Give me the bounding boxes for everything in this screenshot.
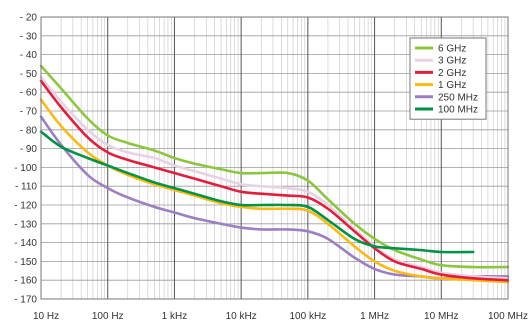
x-tick-label: 10 MHz bbox=[424, 311, 458, 322]
x-tick-label: 10 kHz bbox=[226, 311, 257, 322]
x-tick-label: 10 Hz bbox=[33, 311, 59, 322]
series-line-6-ghz bbox=[39, 64, 510, 269]
x-tick-label: 100 MHz bbox=[488, 311, 528, 322]
y-tick-label: - 30 bbox=[20, 31, 38, 42]
y-axis-tick-labels: - 20 - 30 - 40 - 50 - 60 - 70 - 80 - 90 - 100 - 1… bbox=[14, 13, 37, 306]
legend-label-2-ghz: 2 GHz bbox=[438, 68, 466, 79]
x-tick-label: 1 kHz bbox=[162, 311, 188, 322]
y-tick-label: - 90 bbox=[20, 144, 38, 155]
y-tick-label: - 20 bbox=[20, 13, 38, 24]
y-tick-label: - 150 bbox=[14, 257, 37, 268]
y-tick-label: - 100 bbox=[14, 163, 37, 174]
legend-label-6-ghz: 6 GHz bbox=[438, 44, 466, 55]
legend-label-1-ghz: 1 GHz bbox=[438, 80, 466, 91]
series-line-100-mhz bbox=[39, 130, 475, 254]
legend-label-3-ghz: 3 GHz bbox=[438, 56, 466, 67]
y-tick-label: - 140 bbox=[14, 238, 37, 249]
series-line-2-ghz bbox=[39, 79, 510, 282]
y-tick-label: - 40 bbox=[20, 50, 38, 61]
y-tick-label: - 60 bbox=[20, 88, 38, 99]
y-tick-label: - 50 bbox=[20, 69, 38, 80]
x-tick-label: 1 MHz bbox=[360, 311, 389, 322]
series-line-3-ghz bbox=[39, 75, 510, 280]
y-tick-label: - 80 bbox=[20, 125, 38, 136]
y-tick-label: - 110 bbox=[15, 182, 37, 193]
x-tick-label: 100 Hz bbox=[92, 311, 124, 322]
legend-box bbox=[409, 37, 487, 120]
legend-label-250-mhz: 250 MHz bbox=[438, 92, 478, 103]
x-tick-label: 100 kHz bbox=[290, 311, 327, 322]
y-tick-label: - 170 bbox=[14, 295, 37, 306]
y-tick-label: - 70 bbox=[20, 107, 38, 118]
plot-frame bbox=[40, 16, 509, 300]
series-lines bbox=[39, 64, 510, 284]
y-tick-label: - 160 bbox=[14, 276, 37, 287]
x-axis-tick-labels: 10 Hz 100 Hz 1 kHz 10 kHz 100 kHz 1 MHz 10 MHz… bbox=[33, 311, 528, 322]
legend-label-100-mhz: 100 MHz bbox=[438, 105, 478, 116]
y-tick-label: - 130 bbox=[14, 219, 37, 230]
y-tick-label: - 120 bbox=[14, 201, 37, 212]
